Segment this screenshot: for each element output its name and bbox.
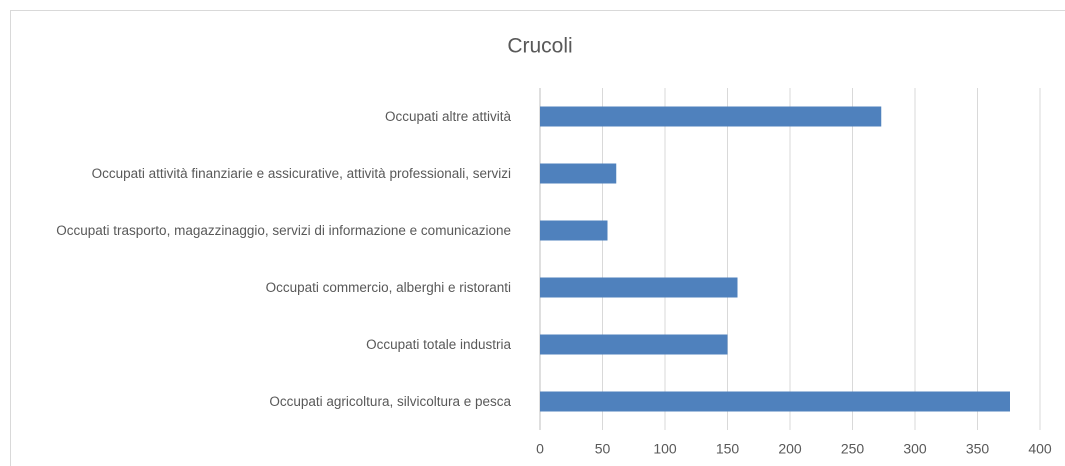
x-tick-label: 100 [653, 441, 677, 457]
y-tick-label-box: Occupati commercio, alberghi e ristorant… [266, 279, 511, 297]
x-tick-label: 200 [778, 441, 802, 457]
chart-title: Crucoli [507, 35, 572, 58]
y-tick-label: Occupati agricoltura, silvicoltura e pes… [269, 393, 511, 409]
x-tick-label: 0 [536, 441, 544, 457]
chart-border [10, 10, 1065, 466]
x-tick-label: 400 [1028, 441, 1052, 457]
x-tick-label: 50 [595, 441, 611, 457]
x-tick-label: 250 [841, 441, 865, 457]
x-tick-label: 350 [966, 441, 990, 457]
y-tick-label-box: Occupati totale industria [366, 336, 511, 354]
x-tick-label: 150 [716, 441, 740, 457]
y-tick-label: Occupati altre attività [384, 108, 511, 124]
y-tick-label-box: Occupati attività finanziarie e assicura… [92, 165, 511, 183]
y-tick-label: Occupati commercio, alberghi e ristorant… [265, 279, 511, 295]
bar [540, 391, 1010, 412]
bar [540, 334, 728, 355]
bar [540, 220, 608, 241]
y-tick-label-box: Occupati altre attività [385, 108, 511, 126]
y-tick-label: Occupati totale industria [366, 336, 511, 352]
y-tick-label-box: Occupati agricoltura, silvicoltura e pes… [269, 393, 511, 411]
y-tick-label: Occupati attività finanziarie e assicura… [91, 165, 511, 181]
bar [540, 163, 617, 184]
x-tick-label: 300 [903, 441, 927, 457]
y-tick-label-box: Occupati trasporto, magazzinaggio, servi… [56, 222, 511, 240]
bar [540, 106, 882, 127]
y-tick-label: Occupati trasporto, magazzinaggio, servi… [56, 222, 511, 238]
bar [540, 277, 738, 298]
